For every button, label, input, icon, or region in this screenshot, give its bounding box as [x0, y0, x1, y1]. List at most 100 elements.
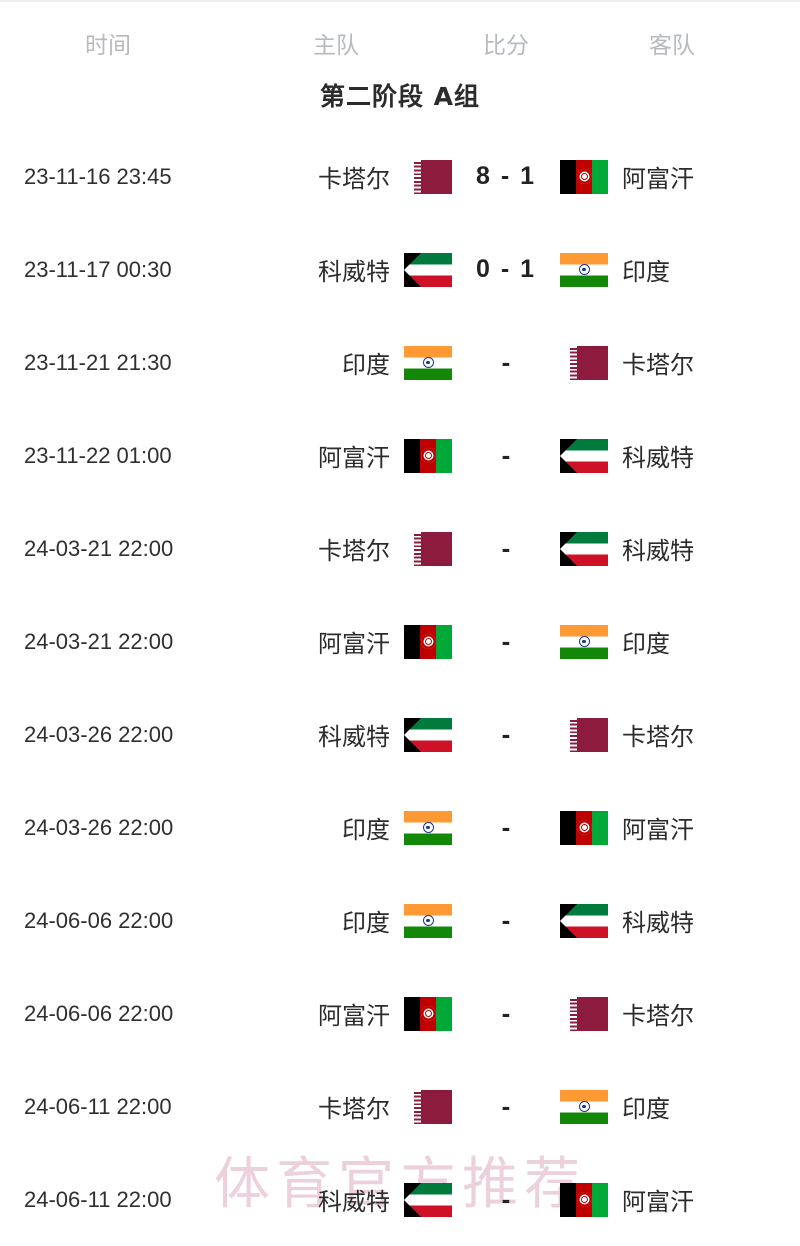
- match-score: -: [501, 440, 511, 470]
- away-team-cell[interactable]: 卡塔尔: [560, 967, 790, 1060]
- kuwait-flag-icon: [560, 438, 608, 473]
- match-time: 24-06-11 22:00: [24, 1186, 172, 1212]
- table-row[interactable]: 24-03-21 22:00 卡塔尔 - 科威特: [0, 502, 800, 595]
- home-team-name: 卡塔尔: [318, 165, 390, 193]
- kuwait-flag-icon: [560, 531, 608, 566]
- table-header-row: 时间 主队 比分 客队: [0, 2, 800, 74]
- away-team-name: 卡塔尔: [622, 351, 694, 379]
- away-team-name: 卡塔尔: [622, 723, 694, 751]
- qatar-flag-icon: [404, 531, 452, 566]
- home-team-cell[interactable]: 卡塔尔: [230, 130, 452, 223]
- table-row[interactable]: 24-03-26 22:00 科威特 - 卡塔尔: [0, 688, 800, 781]
- away-team-cell[interactable]: 阿富汗: [560, 1153, 790, 1246]
- home-team-name: 阿富汗: [318, 630, 390, 658]
- match-score: -: [501, 998, 511, 1028]
- qatar-flag-icon: [560, 345, 608, 380]
- home-team-name: 科威特: [318, 1188, 390, 1216]
- column-header-score: 比分: [483, 33, 529, 59]
- match-time: 24-03-26 22:00: [24, 721, 174, 747]
- match-score: -: [501, 905, 511, 935]
- home-team-name: 印度: [342, 909, 390, 937]
- match-score: -: [501, 812, 511, 842]
- away-team-cell[interactable]: 印度: [560, 223, 790, 316]
- match-time: 24-03-21 22:00: [24, 535, 174, 561]
- away-team-cell[interactable]: 科威特: [560, 502, 790, 595]
- afghanistan-flag-icon: [560, 1182, 608, 1217]
- afghanistan-flag-icon: [560, 159, 608, 194]
- home-team-name: 阿富汗: [318, 444, 390, 472]
- home-team-cell[interactable]: 科威特: [230, 223, 452, 316]
- india-flag-icon: [560, 1089, 608, 1124]
- afghanistan-flag-icon: [404, 624, 452, 659]
- table-row[interactable]: 24-03-21 22:00 阿富汗 - 印度: [0, 595, 800, 688]
- away-team-name: 印度: [622, 258, 670, 286]
- home-team-name: 科威特: [318, 723, 390, 751]
- kuwait-flag-icon: [404, 252, 452, 287]
- table-row[interactable]: 23-11-21 21:30 印度 - 卡塔尔: [0, 316, 800, 409]
- table-row[interactable]: 23-11-22 01:00 阿富汗 - 科威特: [0, 409, 800, 502]
- qatar-flag-icon: [404, 159, 452, 194]
- india-flag-icon: [560, 252, 608, 287]
- home-team-cell[interactable]: 科威特: [230, 1153, 452, 1246]
- match-score: 8 - 1: [475, 162, 537, 190]
- home-team-cell[interactable]: 科威特: [230, 688, 452, 781]
- table-row[interactable]: 23-11-17 00:30 科威特 0 - 1 印度: [0, 223, 800, 316]
- table-row[interactable]: 24-06-06 22:00 印度 - 科威特: [0, 874, 800, 967]
- match-time: 24-06-06 22:00: [24, 907, 174, 933]
- afghanistan-flag-icon: [404, 438, 452, 473]
- home-team-cell[interactable]: 印度: [230, 781, 452, 874]
- home-team-name: 卡塔尔: [318, 1095, 390, 1123]
- home-team-cell[interactable]: 卡塔尔: [230, 1060, 452, 1153]
- india-flag-icon: [560, 624, 608, 659]
- away-team-cell[interactable]: 卡塔尔: [560, 688, 790, 781]
- away-team-cell[interactable]: 阿富汗: [560, 130, 790, 223]
- column-header-away-team: 客队: [649, 33, 695, 59]
- away-team-name: 印度: [622, 630, 670, 658]
- match-time: 23-11-22 01:00: [24, 442, 172, 468]
- away-team-cell[interactable]: 印度: [560, 595, 790, 688]
- match-score: 0 - 1: [475, 255, 537, 283]
- match-time: 23-11-17 00:30: [24, 256, 172, 282]
- away-team-name: 印度: [622, 1095, 670, 1123]
- group-stage-title: 第二阶段 A组: [319, 82, 481, 111]
- home-team-name: 卡塔尔: [318, 537, 390, 565]
- table-row[interactable]: 24-03-26 22:00 印度 - 阿富汗: [0, 781, 800, 874]
- afghanistan-flag-icon: [404, 996, 452, 1031]
- away-team-name: 阿富汗: [622, 165, 694, 193]
- kuwait-flag-icon: [404, 717, 452, 752]
- away-team-name: 阿富汗: [622, 1188, 694, 1216]
- home-team-cell[interactable]: 印度: [230, 316, 452, 409]
- match-score: -: [501, 719, 511, 749]
- home-team-cell[interactable]: 阿富汗: [230, 967, 452, 1060]
- home-team-cell[interactable]: 印度: [230, 874, 452, 967]
- qatar-flag-icon: [560, 717, 608, 752]
- away-team-cell[interactable]: 阿富汗: [560, 781, 790, 874]
- away-team-cell[interactable]: 卡塔尔: [560, 316, 790, 409]
- match-rows-container: 23-11-16 23:45 卡塔尔 8 - 1 阿富汗 23-11-17 00:30 科…: [0, 130, 800, 1246]
- table-row[interactable]: 24-06-11 22:00 科威特 - 阿富汗: [0, 1153, 800, 1246]
- afghanistan-flag-icon: [560, 810, 608, 845]
- away-team-name: 科威特: [622, 909, 694, 937]
- home-team-name: 印度: [342, 351, 390, 379]
- table-row[interactable]: 23-11-16 23:45 卡塔尔 8 - 1 阿富汗: [0, 130, 800, 223]
- match-score: -: [501, 533, 511, 563]
- table-row[interactable]: 24-06-06 22:00 阿富汗 - 卡塔尔: [0, 967, 800, 1060]
- away-team-cell[interactable]: 科威特: [560, 409, 790, 502]
- match-time: 24-03-21 22:00: [24, 628, 174, 654]
- match-time: 24-03-26 22:00: [24, 814, 174, 840]
- away-team-cell[interactable]: 印度: [560, 1060, 790, 1153]
- match-score: -: [501, 1091, 511, 1121]
- home-team-cell[interactable]: 阿富汗: [230, 409, 452, 502]
- match-time: 24-06-11 22:00: [24, 1093, 172, 1119]
- match-score: -: [501, 626, 511, 656]
- away-team-name: 阿富汗: [622, 816, 694, 844]
- home-team-cell[interactable]: 卡塔尔: [230, 502, 452, 595]
- column-header-time: 时间: [85, 33, 131, 59]
- away-team-cell[interactable]: 科威特: [560, 874, 790, 967]
- table-row[interactable]: 24-06-11 22:00 卡塔尔 - 印度: [0, 1060, 800, 1153]
- qatar-flag-icon: [560, 996, 608, 1031]
- match-score: -: [501, 347, 511, 377]
- home-team-name: 科威特: [318, 258, 390, 286]
- home-team-cell[interactable]: 阿富汗: [230, 595, 452, 688]
